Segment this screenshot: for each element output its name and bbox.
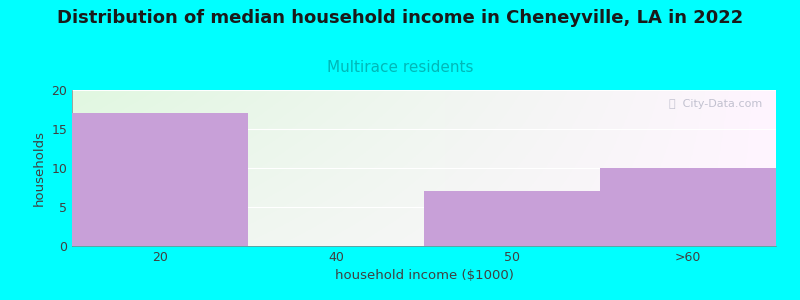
Bar bbox=[72, 113, 248, 246]
Text: Distribution of median household income in Cheneyville, LA in 2022: Distribution of median household income … bbox=[57, 9, 743, 27]
Bar bbox=[600, 168, 776, 246]
Bar bbox=[424, 191, 600, 246]
Text: Multirace residents: Multirace residents bbox=[326, 60, 474, 75]
Y-axis label: households: households bbox=[33, 130, 46, 206]
X-axis label: household income ($1000): household income ($1000) bbox=[334, 269, 514, 282]
Text: ⓘ  City-Data.com: ⓘ City-Data.com bbox=[669, 99, 762, 110]
